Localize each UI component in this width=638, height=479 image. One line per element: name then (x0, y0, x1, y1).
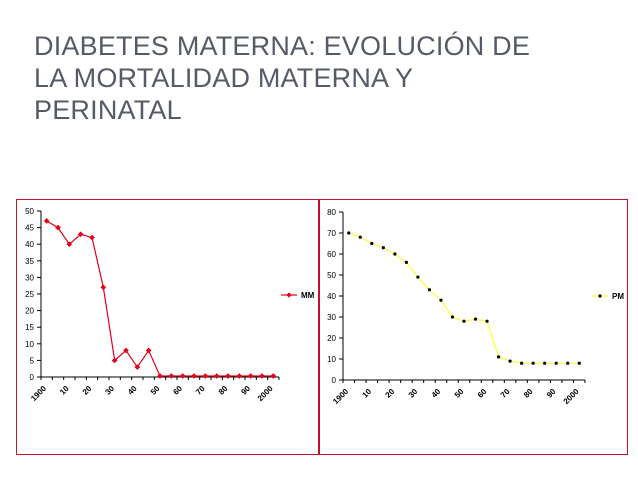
data-point (157, 373, 163, 379)
data-point (508, 359, 512, 363)
y-tick-label: 20 (25, 307, 34, 316)
slide-title-line-2: LA MORTALIDAD MATERNA Y (34, 63, 414, 93)
data-point (168, 373, 175, 379)
x-tick-label: 80 (522, 387, 535, 400)
series-line-mm (46, 220, 274, 377)
x-tick-label: 90 (545, 387, 558, 400)
x-tick-label: 1900 (331, 387, 350, 406)
data-point (100, 284, 107, 291)
x-tick-label: 1900 (29, 384, 48, 403)
data-point (89, 234, 95, 241)
x-tick-label: 40 (430, 387, 443, 400)
y-tick-label: 80 (327, 208, 336, 217)
slide-title-line-1: DIABETES MATERNA: EVOLUCIÓN DE (34, 31, 531, 61)
data-point (55, 224, 61, 231)
legend-label: MM (301, 291, 315, 300)
legend-marker (286, 292, 292, 298)
data-point (236, 373, 243, 379)
data-point (370, 241, 374, 246)
data-point (427, 288, 432, 292)
y-tick-label: 0 (30, 373, 35, 382)
y-tick-label: 35 (25, 257, 34, 266)
data-point (191, 373, 197, 379)
data-point (347, 231, 351, 235)
y-tick-label: 40 (25, 240, 34, 249)
legend-marker (598, 294, 602, 298)
data-point (123, 347, 129, 354)
y-tick-label: 50 (327, 271, 336, 280)
data-point (393, 252, 397, 256)
x-tick-label: 50 (149, 384, 162, 397)
y-tick-label: 25 (25, 290, 34, 299)
data-point (134, 364, 141, 370)
data-point (43, 218, 50, 224)
x-tick-label: 30 (407, 387, 420, 400)
y-tick-label: 20 (327, 334, 336, 343)
chart-pm: 0 10 20 30 40 50 60 70 80 1900 10 20 30 40 50 60 70 80 90 2… (327, 208, 624, 406)
slide-title-line-3: PERINATAL (34, 95, 182, 125)
y-tick-label: 50 (25, 207, 34, 216)
data-point (213, 373, 220, 379)
x-tick-label: 50 (453, 387, 466, 400)
y-tick-label: 40 (327, 292, 336, 301)
y-tick-label: 15 (25, 323, 34, 332)
x-tick-label: 2000 (256, 384, 275, 403)
y-tick-label: 30 (25, 273, 34, 282)
x-tick-label: 60 (476, 387, 489, 400)
legend-label: PM (612, 292, 624, 301)
y-tick-label: 10 (327, 355, 336, 364)
x-tick-label: 40 (126, 384, 139, 397)
data-point (358, 235, 362, 239)
data-point (381, 246, 385, 250)
data-point (66, 241, 73, 248)
x-tick-label: 20 (81, 384, 94, 397)
chart-frame-pm: 0 10 20 30 40 50 60 70 80 1900 10 20 30 40 50 60 70 80 90 2… (319, 199, 628, 455)
data-point (259, 373, 265, 379)
x-tick-label: 20 (384, 387, 397, 400)
data-point (404, 260, 408, 264)
data-point (485, 319, 489, 323)
y-tick-label: 30 (327, 313, 336, 322)
data-point (473, 317, 478, 321)
y-tick-label: 0 (332, 376, 337, 385)
data-point (496, 355, 501, 359)
y-tick-label: 60 (327, 250, 336, 259)
y-tick-label: 10 (25, 340, 34, 349)
x-tick-label: 10 (58, 384, 71, 397)
data-point (416, 275, 420, 279)
chart-mm: 0 5 10 15 20 25 30 35 40 45 50 1900 10 20 30 40 50 60 70 80… (25, 207, 315, 403)
data-point (439, 298, 443, 302)
data-point (111, 357, 118, 364)
y-tick-label: 45 (25, 224, 34, 233)
data-point (450, 315, 455, 319)
data-point (577, 361, 581, 365)
data-point (520, 361, 524, 365)
x-tick-label: 10 (361, 387, 374, 400)
data-point (77, 231, 84, 238)
data-point (566, 361, 570, 365)
y-tick-label: 5 (30, 356, 35, 365)
x-tick-label: 30 (103, 384, 116, 397)
data-point (179, 373, 186, 379)
x-tick-label: 70 (499, 387, 512, 400)
data-point (554, 361, 558, 365)
data-point (270, 373, 277, 379)
data-point (543, 361, 547, 365)
series-line-pm (348, 232, 580, 364)
data-point (531, 361, 535, 365)
x-tick-label: 80 (217, 384, 230, 397)
x-tick-label: 70 (194, 384, 207, 397)
data-point (247, 373, 254, 379)
x-tick-label: 60 (171, 384, 184, 397)
x-tick-label: 90 (239, 384, 252, 397)
data-point (462, 319, 466, 323)
data-point (145, 347, 152, 354)
x-tick-label: 2000 (562, 387, 581, 406)
chart-frame-mm: 0 5 10 15 20 25 30 35 40 45 50 1900 10 20 30 40 50 60 70 80… (16, 199, 319, 455)
slide-title: DIABETES MATERNA: EVOLUCIÓN DE LA MORTAL… (34, 30, 614, 126)
data-point (202, 373, 209, 379)
data-point (225, 373, 231, 379)
y-tick-label: 70 (327, 229, 336, 238)
